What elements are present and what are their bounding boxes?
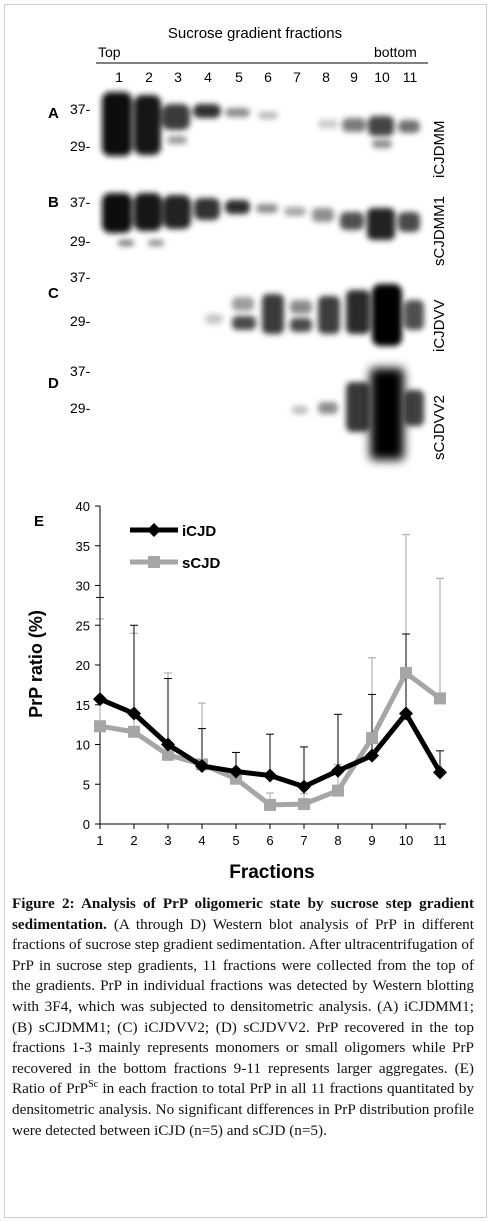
y-tick-label-20: 20 bbox=[76, 658, 90, 673]
panel-letter-e: E bbox=[34, 513, 44, 530]
error-bars bbox=[96, 534, 444, 805]
marker-37-a: 37- bbox=[70, 101, 91, 117]
point-scjd-2 bbox=[128, 725, 140, 738]
point-icjd-9 bbox=[365, 748, 379, 763]
caption-title: Figure 2: Analysis of PrP oligomeric sta… bbox=[12, 895, 474, 933]
point-icjd-8 bbox=[331, 763, 345, 778]
point-icjd-2 bbox=[127, 706, 141, 721]
blot-panel-d: D 37- 29- sCJDVV2 bbox=[48, 362, 448, 462]
blot-panel-a: A 37- 29- iCJDMM bbox=[48, 90, 448, 178]
caption-body-2: in each fraction to total PrP in all 11 … bbox=[12, 1080, 474, 1139]
point-scjd-1 bbox=[94, 720, 106, 733]
panel-label-b: sCJDMM1 bbox=[431, 196, 448, 266]
marker-29-a: 29- bbox=[70, 138, 91, 154]
marker-29-d: 29- bbox=[70, 400, 91, 416]
fraction-number-3: 3 bbox=[174, 69, 182, 85]
x-tick-label-7: 7 bbox=[300, 833, 307, 848]
point-scjd-6 bbox=[264, 798, 276, 811]
figure-caption: Figure 2: Analysis of PrP oligomeric sta… bbox=[12, 894, 474, 1141]
marker-29-b: 29- bbox=[70, 233, 91, 249]
point-scjd-7 bbox=[298, 798, 310, 811]
panel-letter-b: B bbox=[48, 194, 59, 211]
panel-label-a: iCJDMM bbox=[431, 121, 448, 179]
x-tick-label-2: 2 bbox=[130, 833, 137, 848]
blot-panel-c: C 37- 29- iCJDVV bbox=[48, 269, 448, 358]
chart-axes: 0 5 10 15 20 25 30 35 40 1 2 3 4 5 6 7 8 9 10 11 bbox=[76, 499, 447, 848]
point-icjd-3 bbox=[161, 737, 175, 752]
legend-marker-scjd bbox=[148, 556, 160, 568]
point-icjd-10 bbox=[399, 706, 413, 721]
fraction-number-11: 11 bbox=[403, 69, 418, 85]
legend-marker-icjd bbox=[147, 523, 161, 537]
point-icjd-5 bbox=[229, 764, 243, 779]
point-icjd-1 bbox=[93, 692, 107, 707]
y-tick-label-35: 35 bbox=[76, 539, 90, 554]
fraction-number-6: 6 bbox=[264, 69, 272, 85]
point-icjd-4 bbox=[195, 758, 209, 773]
point-scjd-11 bbox=[434, 692, 446, 705]
fraction-number-5: 5 bbox=[235, 69, 243, 85]
x-tick-label-6: 6 bbox=[266, 833, 273, 848]
x-axis-title: Fractions bbox=[229, 862, 315, 883]
x-tick-label-3: 3 bbox=[164, 833, 171, 848]
point-scjd-10 bbox=[400, 666, 412, 679]
marker-37-d: 37- bbox=[70, 363, 91, 379]
point-icjd-6 bbox=[263, 768, 277, 783]
blot-header: Sucrose gradient fractions bbox=[168, 25, 342, 42]
x-tick-label-4: 4 bbox=[198, 833, 205, 848]
point-icjd-11 bbox=[433, 765, 447, 780]
y-tick-label-10: 10 bbox=[76, 738, 90, 753]
panel-label-d: sCJDVV2 bbox=[431, 395, 448, 460]
fraction-number-row: 1 2 3 4 5 6 7 8 9 10 11 bbox=[115, 69, 417, 85]
caption-superscript: Sc bbox=[88, 1079, 99, 1091]
y-tick-label-30: 30 bbox=[76, 579, 90, 594]
x-tick-label-10: 10 bbox=[399, 833, 413, 848]
fraction-number-2: 2 bbox=[145, 69, 153, 85]
fraction-number-1: 1 bbox=[115, 69, 123, 85]
x-tick-label-11: 11 bbox=[433, 833, 447, 848]
panel-letter-c: C bbox=[48, 285, 59, 302]
western-blot-panels: Sucrose gradient fractions Top bottom 1 2… bbox=[48, 25, 448, 462]
point-icjd-7 bbox=[297, 779, 311, 794]
fraction-number-7: 7 bbox=[293, 69, 301, 85]
caption-body-1: (A through D) Western blot analysis of P… bbox=[12, 915, 474, 1098]
legend-label-icjd: iCJD bbox=[182, 523, 216, 540]
y-tick-label-5: 5 bbox=[83, 777, 90, 792]
point-scjd-8 bbox=[332, 784, 344, 797]
fraction-number-8: 8 bbox=[322, 69, 330, 85]
bottom-label: bottom bbox=[374, 44, 417, 60]
point-scjd-3 bbox=[162, 748, 174, 761]
fraction-number-4: 4 bbox=[204, 69, 212, 85]
marker-29-c: 29- bbox=[70, 313, 91, 329]
blot-panel-b: B 37- 29- sCJDMM1 bbox=[48, 182, 448, 268]
panel-label-c: iCJDVV bbox=[431, 299, 448, 352]
chart-legend: iCJD sCJD bbox=[130, 523, 221, 572]
series-lines bbox=[93, 666, 447, 811]
x-tick-label-5: 5 bbox=[232, 833, 239, 848]
x-tick-label-1: 1 bbox=[96, 833, 103, 848]
y-tick-label-25: 25 bbox=[76, 618, 90, 633]
y-tick-label-0: 0 bbox=[83, 817, 90, 832]
marker-37-c: 37- bbox=[70, 269, 91, 285]
y-tick-label-40: 40 bbox=[76, 499, 90, 514]
y-tick-label-15: 15 bbox=[76, 698, 90, 713]
fraction-number-9: 9 bbox=[350, 69, 358, 85]
legend-label-scjd: sCJD bbox=[182, 555, 221, 572]
fraction-number-10: 10 bbox=[374, 69, 390, 85]
marker-37-b: 37- bbox=[70, 194, 91, 210]
x-tick-label-8: 8 bbox=[334, 833, 341, 848]
panel-letter-a: A bbox=[48, 105, 59, 122]
point-scjd-9 bbox=[366, 732, 378, 745]
y-axis-title: PrP ratio (%) bbox=[26, 610, 46, 718]
top-label: Top bbox=[98, 44, 121, 60]
prp-ratio-line-chart: E PrP ratio (%) Fractions 05101520253035… bbox=[26, 499, 447, 883]
x-tick-label-9: 9 bbox=[368, 833, 375, 848]
point-scjd-5 bbox=[230, 772, 242, 785]
panel-letter-d: D bbox=[48, 375, 59, 392]
